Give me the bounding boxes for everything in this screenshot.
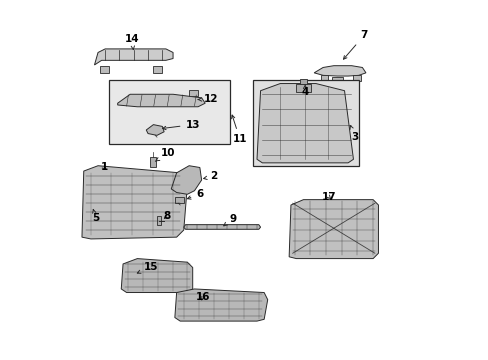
Polygon shape xyxy=(175,289,267,321)
Bar xyxy=(253,80,358,166)
Text: 2: 2 xyxy=(203,171,217,181)
Polygon shape xyxy=(82,166,187,239)
Polygon shape xyxy=(183,225,260,229)
Text: 14: 14 xyxy=(124,34,139,50)
Polygon shape xyxy=(288,200,378,258)
Bar xyxy=(175,197,183,203)
Text: 11: 11 xyxy=(231,115,246,144)
Bar xyxy=(149,157,156,167)
Polygon shape xyxy=(171,166,201,194)
Bar xyxy=(108,80,230,144)
Text: 3: 3 xyxy=(349,126,358,142)
Text: 5: 5 xyxy=(92,210,99,222)
Bar xyxy=(153,66,162,73)
Bar xyxy=(353,75,360,81)
Bar xyxy=(189,90,198,96)
Bar xyxy=(100,66,108,73)
Polygon shape xyxy=(257,84,353,163)
Text: 13: 13 xyxy=(163,120,200,130)
Bar xyxy=(157,216,161,225)
Text: 12: 12 xyxy=(197,94,217,104)
Text: 17: 17 xyxy=(321,192,336,202)
Polygon shape xyxy=(313,66,365,76)
Text: 9: 9 xyxy=(224,213,236,226)
Text: 6: 6 xyxy=(187,189,203,199)
Polygon shape xyxy=(118,94,205,107)
Bar xyxy=(299,79,306,84)
Text: 7: 7 xyxy=(343,30,367,59)
Text: 16: 16 xyxy=(196,292,210,302)
Text: 10: 10 xyxy=(155,148,175,161)
Polygon shape xyxy=(146,125,164,135)
Polygon shape xyxy=(94,49,173,65)
Polygon shape xyxy=(121,258,192,293)
Text: 15: 15 xyxy=(137,262,158,273)
Bar xyxy=(321,75,328,81)
Bar xyxy=(331,77,342,81)
Text: 1: 1 xyxy=(100,162,107,172)
Text: 4: 4 xyxy=(301,85,308,98)
Bar xyxy=(296,84,310,93)
Text: 8: 8 xyxy=(163,211,170,221)
